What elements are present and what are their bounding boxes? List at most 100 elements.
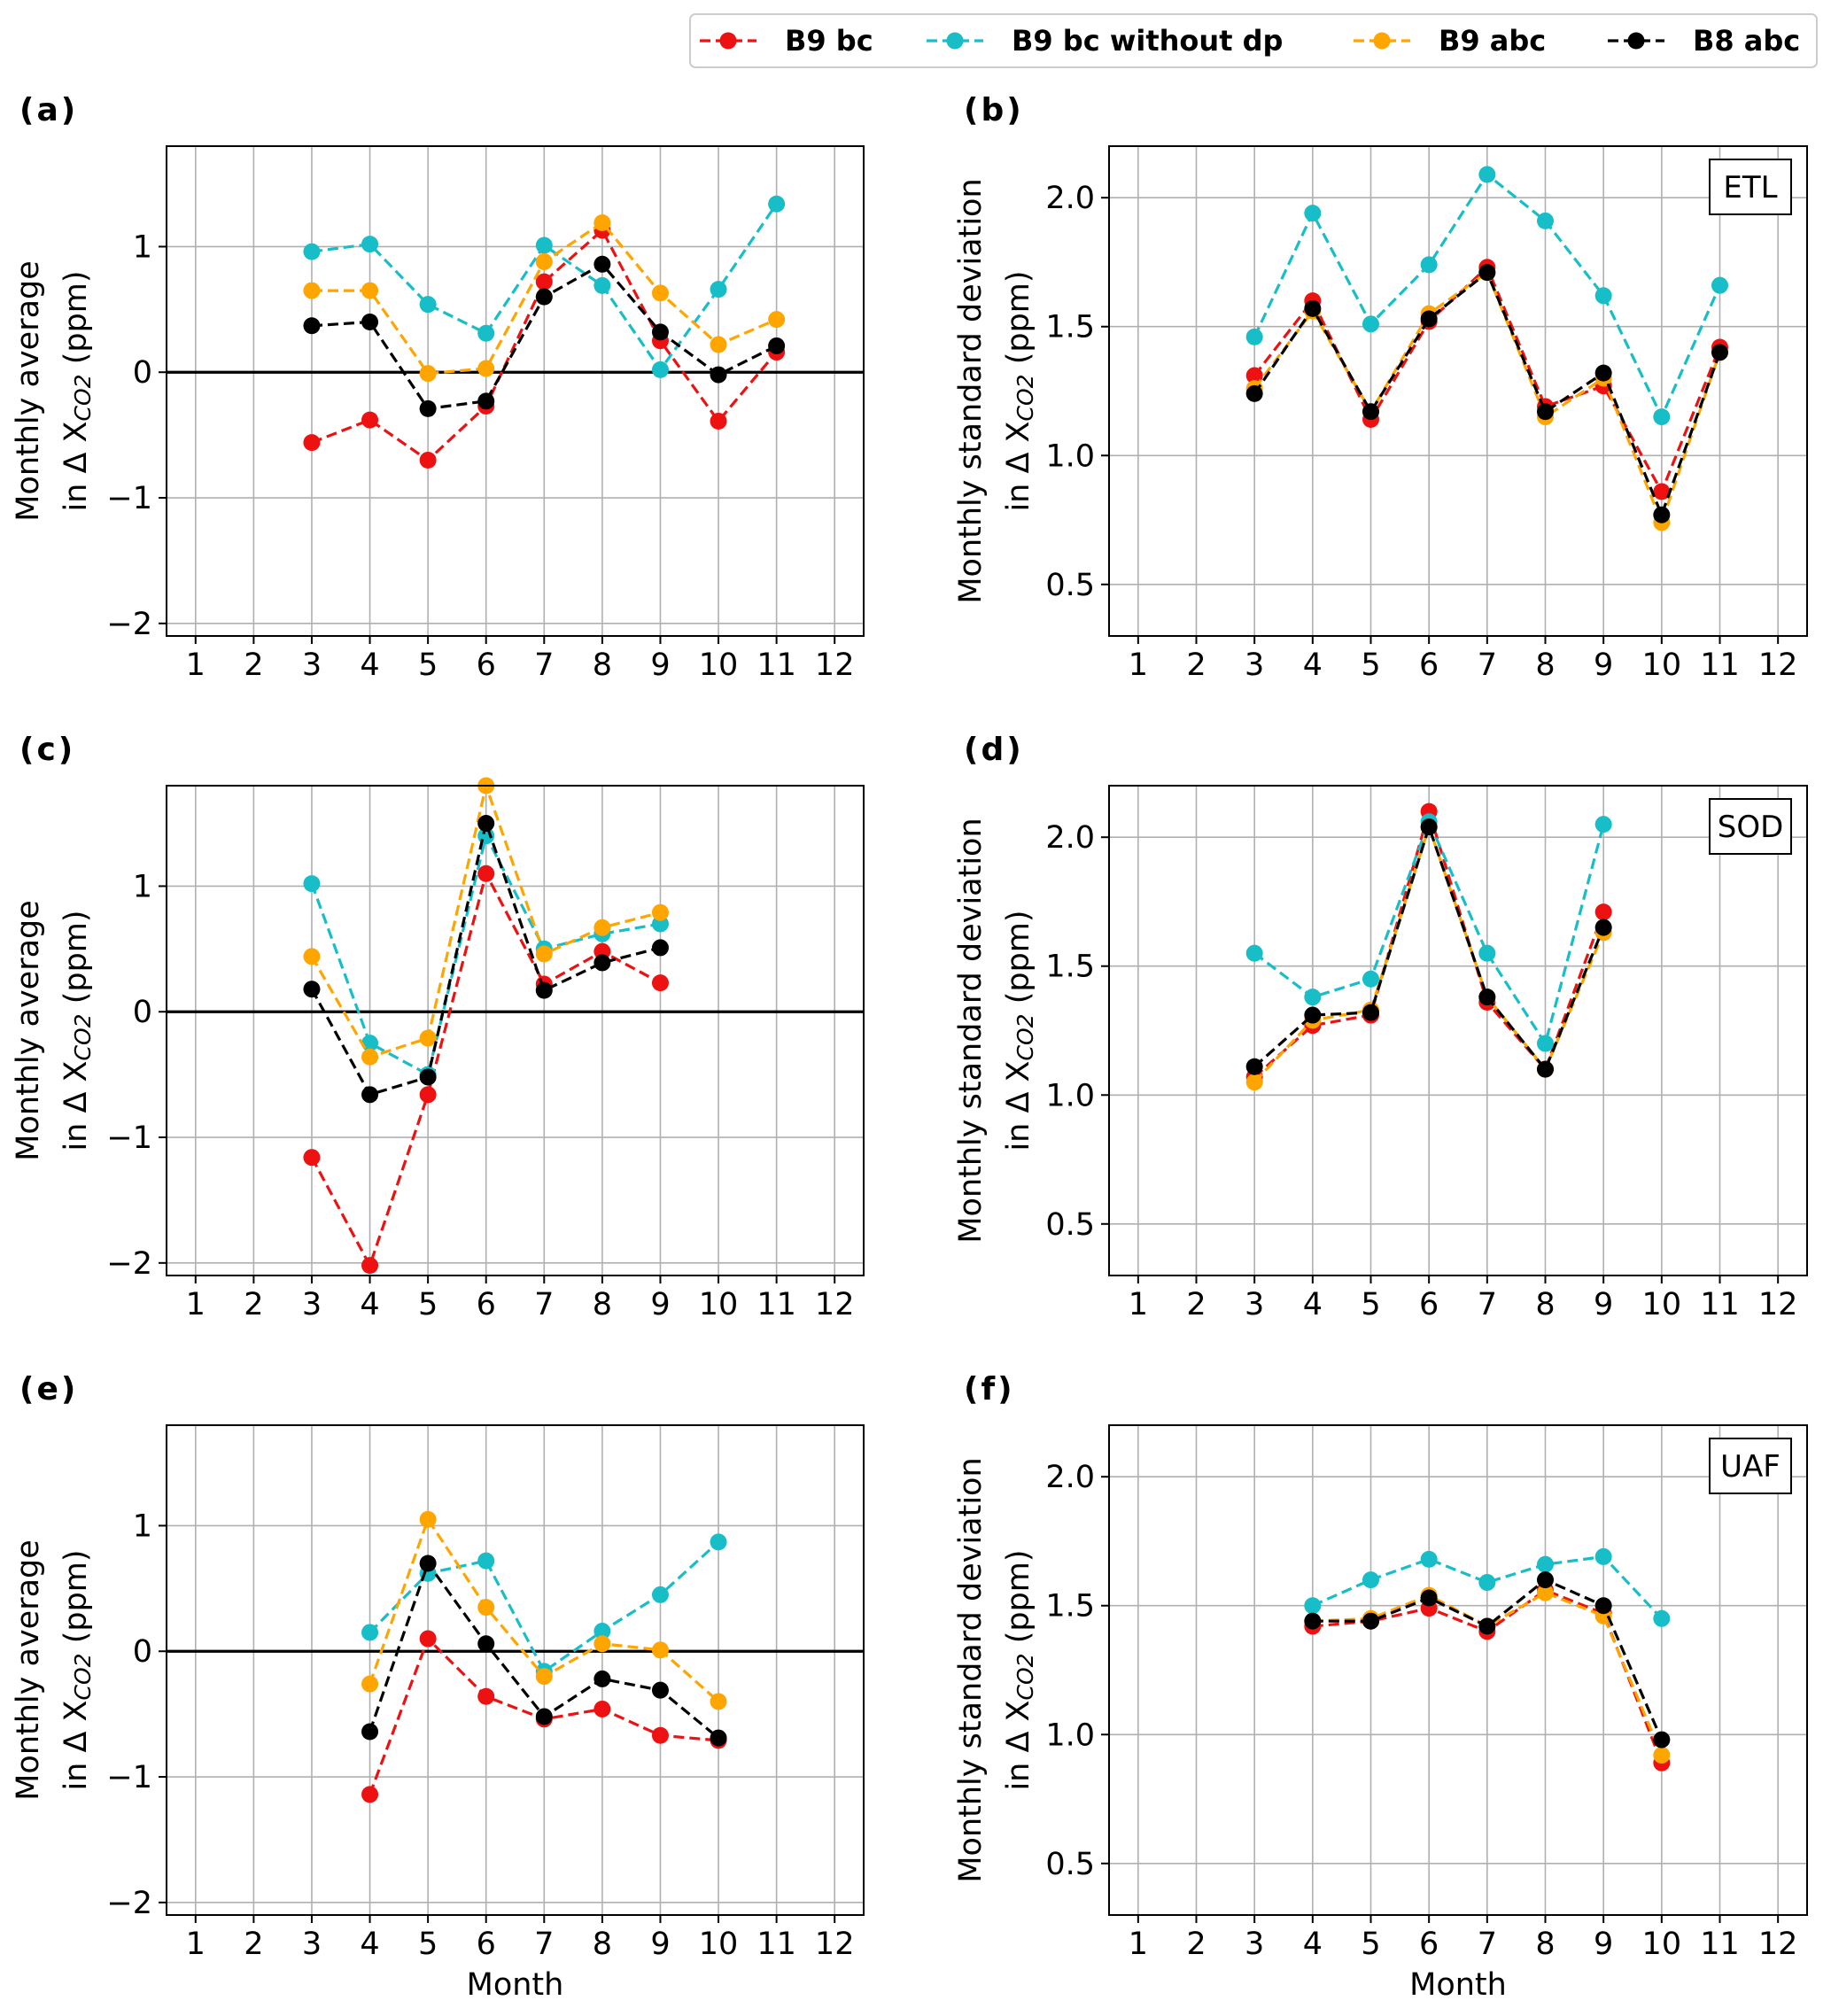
legend-marker: [1373, 32, 1391, 50]
data-point: [477, 815, 495, 833]
legend-item: B9 abc: [1354, 24, 1546, 58]
y-axis-title-part: in Δ X: [1001, 1700, 1036, 1790]
x-tick-label: 4: [360, 1287, 379, 1322]
x-tick-label: 10: [699, 1287, 739, 1322]
data-point: [1245, 384, 1263, 402]
data-point: [594, 255, 611, 273]
data-point: [1245, 367, 1263, 384]
plot-frame: [166, 785, 865, 1276]
x-tick-label: 5: [1361, 1287, 1380, 1322]
x-tick-label: 5: [418, 647, 438, 683]
data-point: [1420, 1589, 1438, 1607]
x-tick-label: 1: [1129, 647, 1148, 683]
data-point: [1478, 944, 1496, 962]
y-axis-title-line2: in Δ XCO2 (ppm): [1001, 270, 1038, 511]
y-tick-label: 1.0: [1045, 1078, 1095, 1113]
data-point: [1594, 1547, 1612, 1565]
legend-label: B9 bc: [785, 24, 873, 58]
station-box: [1709, 1438, 1792, 1494]
x-tick-label: 10: [699, 1927, 739, 1962]
station-box: [1709, 798, 1792, 855]
data-point: [710, 281, 727, 299]
y-tick-label: 2.0: [1045, 181, 1095, 216]
series-1: [1304, 1547, 1671, 1627]
y-tick-label: 2.0: [1045, 820, 1095, 856]
x-tick-label: 7: [1478, 1287, 1497, 1322]
x-tick-label: 3: [302, 647, 322, 683]
x-tick-label: 3: [302, 1927, 322, 1962]
data-point: [768, 337, 786, 354]
data-point: [1711, 276, 1728, 294]
data-point: [710, 366, 727, 384]
data-point: [768, 195, 786, 213]
y-tick-label: −2: [106, 1246, 152, 1282]
data-point: [1537, 1571, 1554, 1589]
y-axis-title-part: in Δ X: [58, 421, 94, 511]
data-point: [1478, 1574, 1496, 1592]
series-3: [1304, 1571, 1671, 1748]
data-point: [1653, 1731, 1671, 1748]
data-point: [419, 365, 437, 383]
data-point: [710, 1729, 727, 1747]
data-point: [1304, 205, 1322, 222]
x-tick-label: 8: [1535, 647, 1555, 683]
y-tick-label: 0: [133, 355, 152, 391]
x-tick-label: 4: [1303, 647, 1323, 683]
legend-label: B9 bc without dp: [1012, 24, 1283, 58]
y-tick-label: −2: [106, 1886, 152, 1921]
x-tick-label: 12: [815, 1927, 855, 1962]
data-point: [1594, 903, 1612, 921]
x-tick-label: 4: [360, 647, 379, 683]
data-point: [651, 284, 669, 302]
y-axis-title-part: in Δ X: [58, 1700, 94, 1790]
data-point: [419, 399, 437, 417]
y-axis-title: Monthly standard deviation: [953, 1457, 989, 1882]
series-2: [361, 1510, 727, 1710]
data-point: [361, 1723, 379, 1741]
legend: B9 bc B9 bc without dp B9 abc B8 abc: [689, 13, 1818, 68]
data-point: [594, 1670, 611, 1687]
legend-marker: [1627, 32, 1645, 50]
data-point: [651, 1586, 669, 1603]
station-box: [1709, 159, 1792, 215]
data-point: [477, 1552, 495, 1570]
y-tick-label: −1: [106, 1760, 152, 1795]
data-point: [419, 1510, 437, 1528]
y-axis-title-subscript: CO2: [70, 374, 96, 421]
x-tick-label: 11: [756, 1927, 796, 1962]
data-point: [1420, 1550, 1438, 1568]
y-axis-title: Monthly standard deviation: [953, 178, 989, 603]
x-tick-label: 5: [418, 1287, 438, 1322]
data-point: [768, 311, 786, 329]
legend-marker: [946, 32, 964, 50]
y-axis-title-part: (ppm): [1001, 1549, 1036, 1653]
data-point: [651, 361, 669, 378]
data-point: [594, 919, 611, 936]
x-tick-label: 9: [650, 647, 670, 683]
data-point: [1653, 506, 1671, 523]
data-point: [1653, 483, 1671, 500]
legend-label: B8 abc: [1693, 24, 1800, 58]
x-tick-label: 2: [1186, 1927, 1206, 1962]
x-tick-label: 5: [418, 1927, 438, 1962]
x-tick-label: 8: [593, 1287, 612, 1322]
data-point: [535, 1668, 553, 1686]
data-point: [477, 1599, 495, 1617]
x-tick-label: 9: [1594, 1287, 1613, 1322]
x-tick-label: 10: [1642, 647, 1682, 683]
data-point: [1594, 287, 1612, 305]
y-axis-title: Monthly average: [11, 1539, 46, 1801]
data-point: [303, 875, 321, 893]
data-point: [303, 434, 321, 452]
x-tick-label: 12: [1758, 1927, 1798, 1962]
data-point: [477, 392, 495, 410]
data-point: [1478, 989, 1496, 1006]
y-axis-title-part: (ppm): [58, 1549, 94, 1653]
legend-item: B9 bc: [700, 24, 873, 58]
data-point: [651, 1641, 669, 1659]
data-point: [1594, 1597, 1612, 1615]
y-tick-label: 1.5: [1045, 310, 1095, 345]
data-point: [419, 1555, 437, 1572]
